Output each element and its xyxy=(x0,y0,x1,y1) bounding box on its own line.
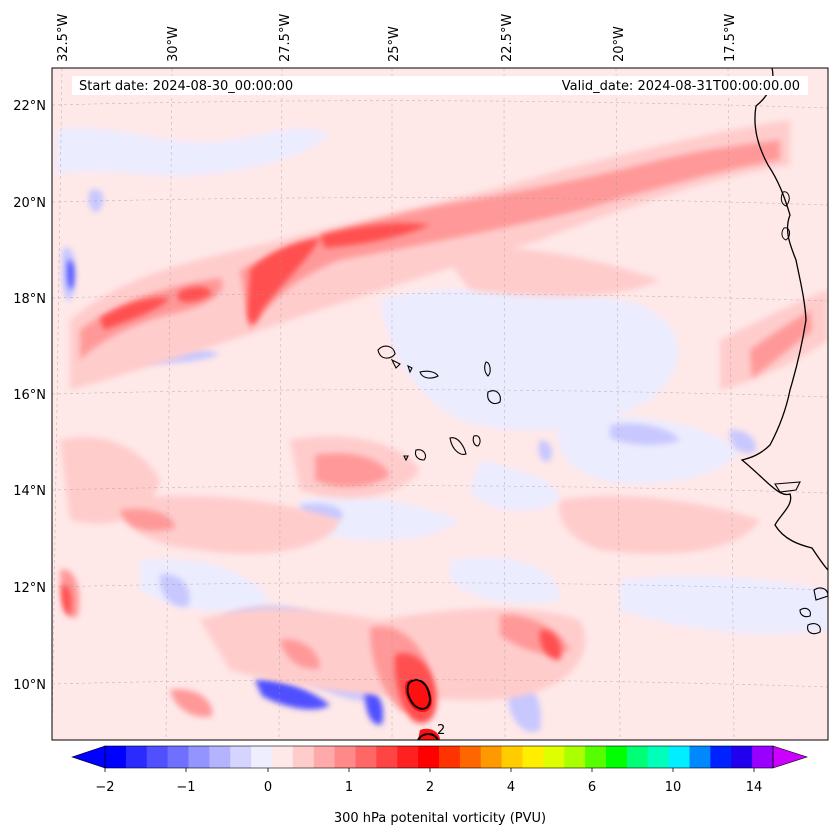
colorbar-cell xyxy=(564,746,586,768)
colorbar-cell xyxy=(397,746,419,768)
colorbar: −2 −1 0 1 2 4 6 10 14 300 hPa potenital … xyxy=(71,745,808,826)
contour-label: 2 xyxy=(437,723,445,738)
map-frame xyxy=(51,67,829,741)
header-band xyxy=(72,76,808,95)
lon-tick: 27.5°W xyxy=(278,14,293,62)
negative-pv-light-regions xyxy=(56,127,828,634)
lat-tick: 22°N xyxy=(13,99,46,114)
lon-tick: 25°W xyxy=(387,26,402,62)
latitude-ticks: 22°N 20°N 18°N 16°N 14°N 12°N 10°N xyxy=(13,99,46,693)
colorbar-cell xyxy=(480,746,503,768)
valid-date-label: Valid_date: 2024-08-31T00:00:00.00 xyxy=(562,79,800,94)
lat-tick: 18°N xyxy=(13,292,46,307)
map-panel: 2 xyxy=(52,68,828,740)
colorbar-cell xyxy=(606,746,628,768)
colorbar-cell xyxy=(167,746,190,768)
colorbar-cell xyxy=(543,746,565,768)
pv-2-contour xyxy=(406,679,439,740)
colorbar-cell xyxy=(272,746,294,768)
colorbar-cell xyxy=(522,746,544,768)
colorbar-cell xyxy=(146,746,169,768)
lat-tick: 10°N xyxy=(13,678,46,693)
coastline-island-small xyxy=(780,191,791,241)
colorbar-cell xyxy=(209,746,231,768)
colorbar-tick-label: 10 xyxy=(665,780,682,795)
lat-tick: 20°N xyxy=(13,196,46,211)
colorbar-cell xyxy=(125,746,148,768)
coastline-bijagos xyxy=(799,587,828,635)
colorbar-max-extend xyxy=(772,745,808,769)
lon-tick: 22.5°W xyxy=(500,14,515,62)
start-date-label: Start date: 2024-08-30_00:00:00 xyxy=(79,79,293,94)
coastline-detail-gambia xyxy=(774,481,801,493)
colorbar-cell xyxy=(292,746,315,768)
gridlines xyxy=(52,68,828,740)
colorbar-cell xyxy=(251,746,273,768)
colorbar-cell xyxy=(376,746,398,768)
colorbar-title: 300 hPa potenital vorticity (PVU) xyxy=(334,811,546,826)
positive-pv-core xyxy=(404,678,440,740)
colorbar-cell xyxy=(418,746,440,768)
lon-tick: 30°W xyxy=(166,26,181,62)
colorbar-cell xyxy=(710,746,732,768)
colorbar-tick-label: −2 xyxy=(95,780,114,795)
longitude-ticks: 32.5°W 30°W 27.5°W 25°W 22.5°W 20°W 17.5… xyxy=(56,14,738,62)
colorbar-tick-label: 0 xyxy=(264,780,272,795)
lat-tick: 12°N xyxy=(13,581,46,596)
colorbar-cell xyxy=(501,746,524,768)
colorbar-cells xyxy=(105,746,774,768)
colorbar-ticks xyxy=(104,768,755,772)
africa-coastline xyxy=(740,68,828,571)
lat-tick: 16°N xyxy=(13,388,46,403)
colorbar-cell xyxy=(668,746,691,768)
colorbar-cell xyxy=(355,746,377,768)
colorbar-min-extend xyxy=(71,745,106,769)
colorbar-tick-label: −1 xyxy=(176,780,195,795)
lon-tick: 32.5°W xyxy=(56,14,71,62)
colorbar-frame xyxy=(104,745,774,769)
colorbar-tick-label: 4 xyxy=(507,780,515,795)
colorbar-cell xyxy=(752,746,774,768)
colorbar-tick-label: 6 xyxy=(588,780,596,795)
colorbar-cell xyxy=(689,746,711,768)
lon-tick: 17.5°W xyxy=(723,14,738,62)
colorbar-cell xyxy=(230,746,252,768)
lat-tick: 14°N xyxy=(13,484,46,499)
colorbar-cell xyxy=(626,746,649,768)
colorbar-tick-label: 14 xyxy=(746,780,763,795)
colorbar-cell xyxy=(585,746,607,768)
colorbar-tick-label: 2 xyxy=(426,780,434,795)
colorbar-cell xyxy=(439,746,461,768)
colorbar-cell xyxy=(105,746,127,768)
lon-tick: 20°W xyxy=(612,26,627,62)
colorbar-cell xyxy=(647,746,670,768)
colorbar-cell xyxy=(459,746,482,768)
colorbar-cell xyxy=(313,746,336,768)
colorbar-cell xyxy=(188,746,210,768)
colorbar-cell xyxy=(334,746,357,768)
cabo-verde-islands xyxy=(377,345,501,462)
colorbar-tick-label: 1 xyxy=(345,780,353,795)
colorbar-cell xyxy=(731,746,753,768)
